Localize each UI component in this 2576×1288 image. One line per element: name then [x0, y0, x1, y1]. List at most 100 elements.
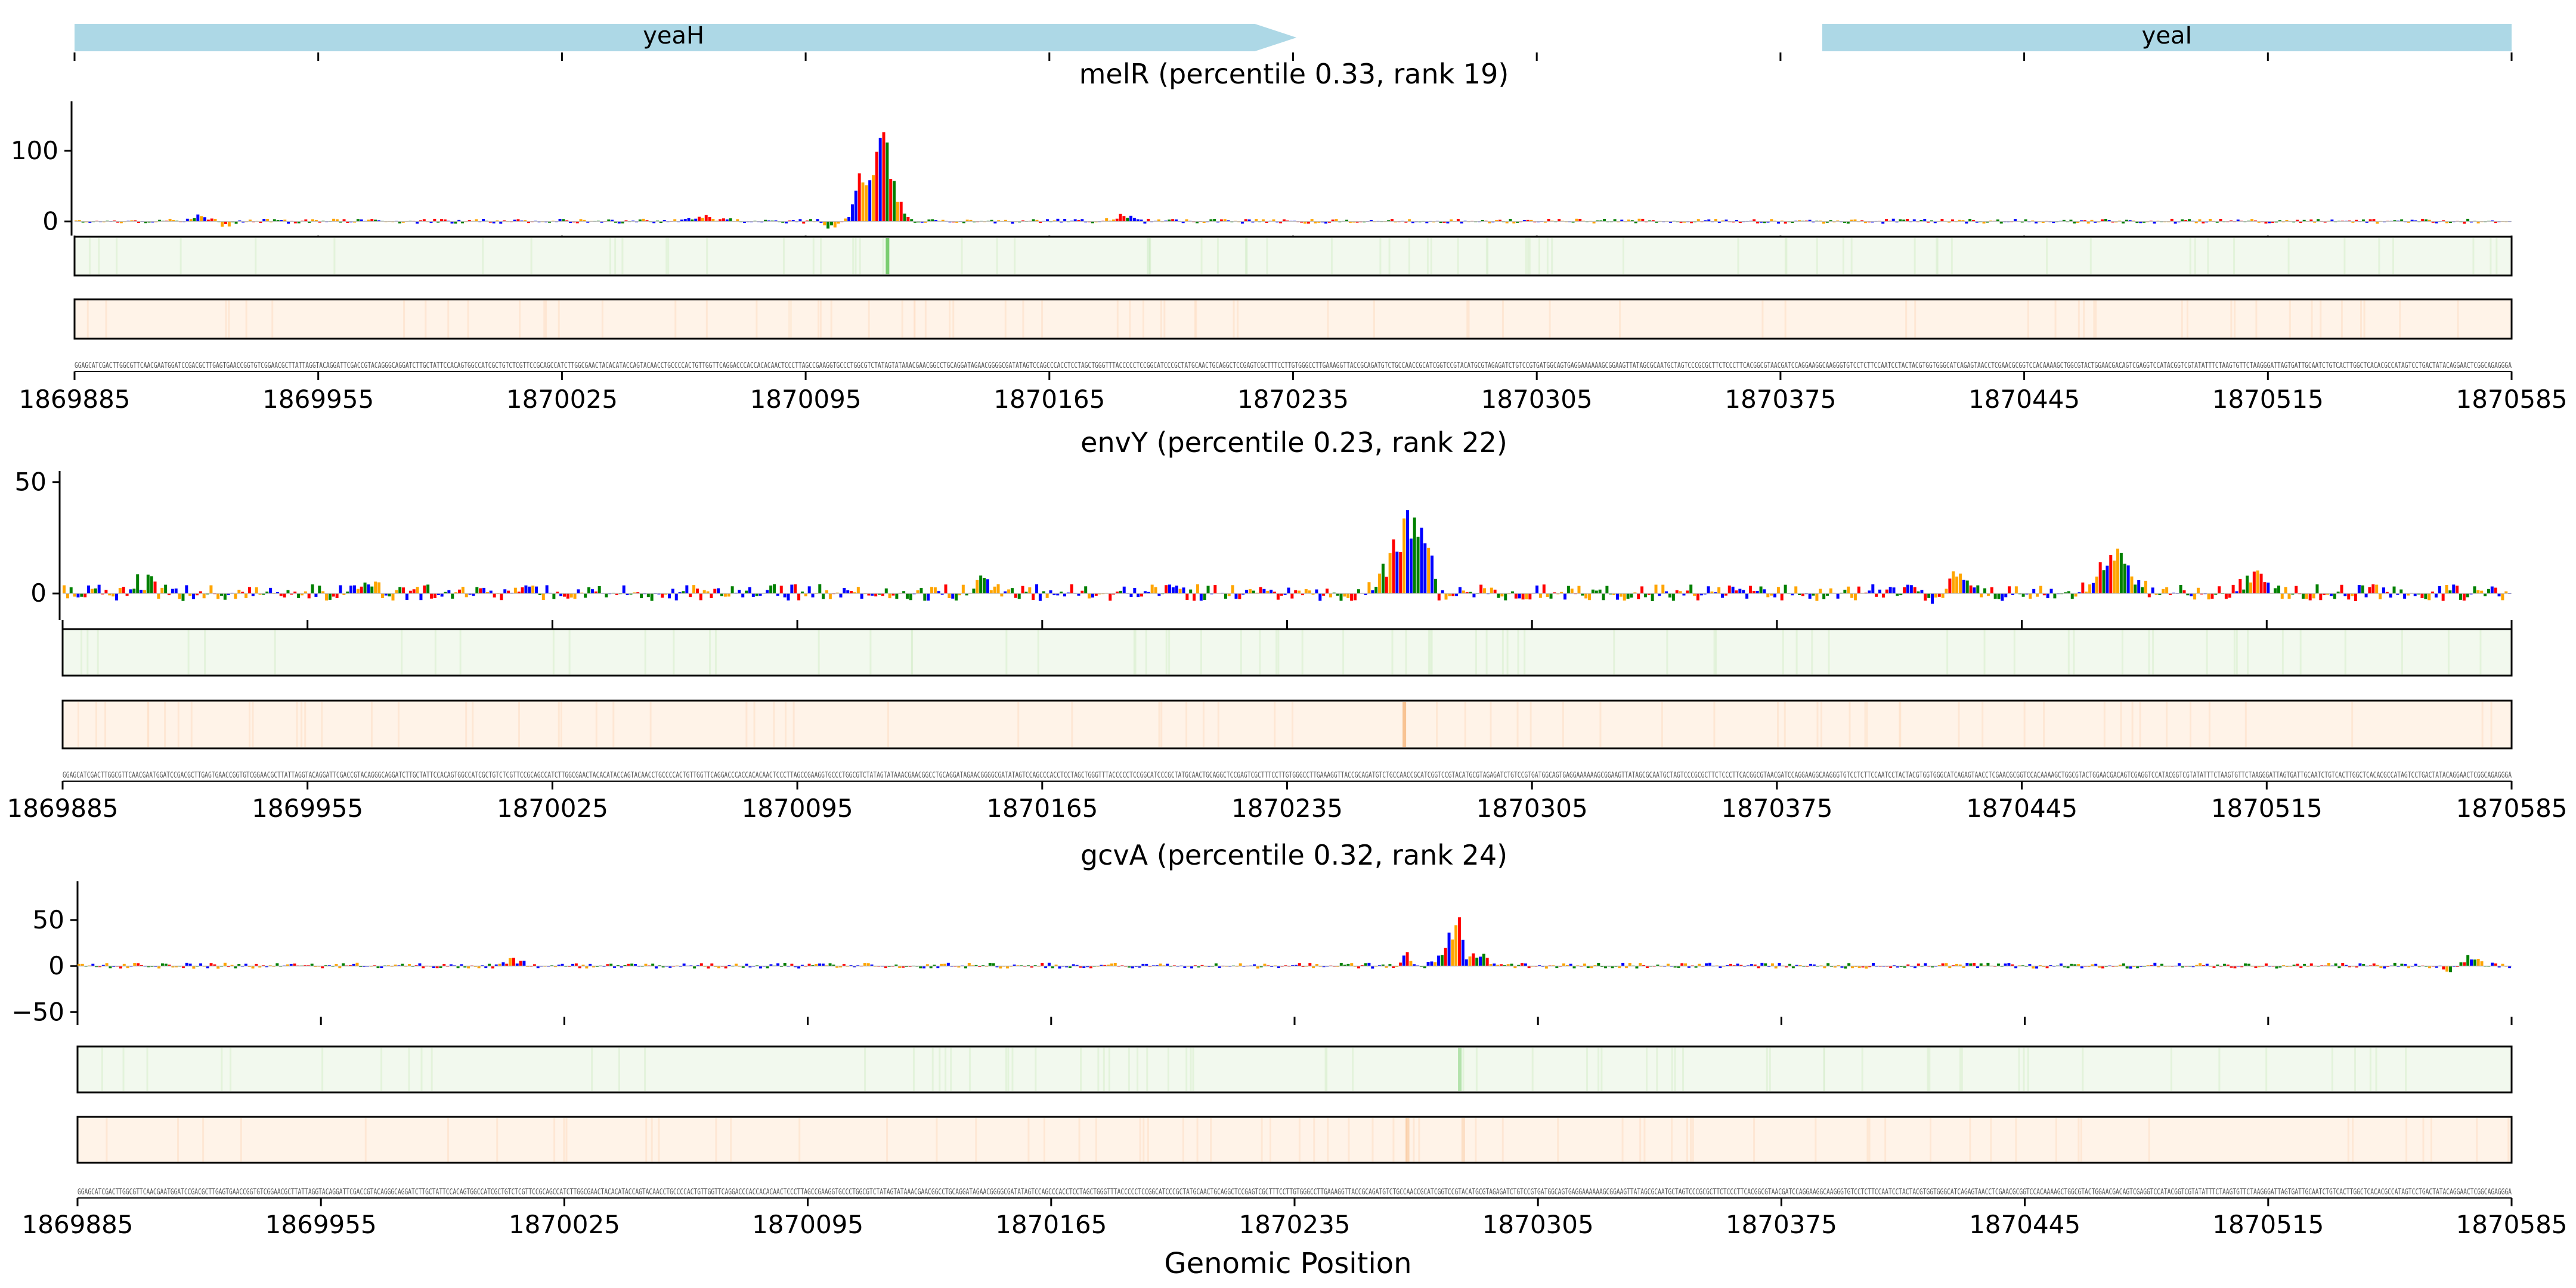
- orange-track-band: [1958, 702, 1960, 747]
- logo-letter: [259, 221, 262, 223]
- logo-letter: [1131, 966, 1134, 968]
- logo-letter: [537, 221, 541, 222]
- logo-letter: [572, 221, 575, 222]
- logo-letter: [1100, 964, 1103, 967]
- logo-letter: [2091, 964, 2094, 967]
- orange-track-band: [1761, 301, 1764, 338]
- logo-letter: [2271, 221, 2275, 224]
- logo-letter: [738, 590, 741, 594]
- logo-letter: [87, 585, 91, 594]
- logo-letter: [1077, 220, 1080, 222]
- logo-letter: [613, 966, 616, 968]
- orange-track-band: [321, 702, 323, 747]
- logo-letter: [856, 965, 860, 967]
- logo-letter: [2494, 221, 2497, 224]
- logo-letter: [430, 593, 434, 599]
- logo-letter: [1729, 964, 1732, 967]
- logo-letter: [1899, 593, 1903, 596]
- logo-letter: [1279, 221, 1283, 224]
- logo-letter: [1885, 219, 1888, 222]
- logo-letter: [1798, 220, 1801, 222]
- logo-letter: [839, 593, 843, 597]
- logo-letter: [109, 966, 112, 968]
- logo-letter: [432, 966, 435, 968]
- green-track-band: [1149, 238, 1151, 274]
- logo-letter: [2407, 966, 2411, 968]
- green-track-band: [1936, 238, 1938, 274]
- logo-letter: [185, 585, 188, 594]
- logo-letter: [1586, 966, 1590, 968]
- logo-letter: [1763, 221, 1766, 224]
- orange-track-band: [1599, 702, 1602, 747]
- green-track-band: [950, 1048, 952, 1091]
- logo-letter: [693, 966, 696, 969]
- logo-letter: [2086, 221, 2090, 224]
- logo-letter: [1571, 221, 1575, 223]
- logo-letter: [957, 966, 961, 968]
- orange-track-band: [1261, 1118, 1263, 1162]
- logo-letter: [1671, 593, 1675, 601]
- logo-letter: [401, 964, 404, 967]
- logo-letter: [209, 585, 213, 594]
- logo-letter: [2210, 593, 2214, 599]
- logo-letter: [2364, 593, 2368, 597]
- orange-track-band: [1753, 1118, 1755, 1162]
- logo-letter: [1931, 593, 1934, 604]
- logo-letter: [955, 593, 958, 601]
- logo-letter: [1075, 964, 1079, 967]
- logo-letter: [1304, 221, 1306, 224]
- logo-letter: [1116, 592, 1119, 594]
- orange-track-band: [1313, 1118, 1315, 1162]
- logo-letter: [1704, 220, 1707, 222]
- logo-letter: [583, 219, 586, 222]
- green-track-band: [420, 1048, 423, 1091]
- green-track-band: [1656, 1048, 1658, 1091]
- logo-letter: [1707, 586, 1710, 594]
- logo-letter: [1196, 584, 1199, 594]
- x-tick-label: 1870585: [2456, 1210, 2567, 1239]
- logo-letter: [2177, 221, 2181, 222]
- orange-track-band: [2481, 702, 2484, 747]
- logo-letter: [2355, 966, 2358, 968]
- logo-letter: [683, 219, 687, 222]
- green-track-band: [221, 1048, 223, 1091]
- logo-letter: [1042, 591, 1045, 594]
- gene-annotation-track: yeaH yeaI: [73, 22, 2513, 61]
- green-track-band: [1167, 1048, 1169, 1091]
- logo-letter: [524, 585, 528, 594]
- logo-letter: [498, 964, 501, 967]
- logo-letter: [1642, 965, 1646, 967]
- logo-letter: [1812, 964, 1816, 967]
- green-track-band: [2496, 238, 2498, 274]
- logo-letter: [154, 221, 158, 222]
- green-track-band: [1185, 1048, 1188, 1091]
- logo-letter: [192, 966, 196, 969]
- logo-letter: [136, 574, 140, 594]
- logo-letter: [594, 591, 597, 594]
- logo-letter: [349, 586, 353, 594]
- green-track-band: [1961, 1048, 1963, 1091]
- logo-letter: [293, 221, 297, 224]
- logo-letter: [247, 587, 251, 594]
- logo-letter: [1647, 593, 1651, 595]
- orange-track-band: [1661, 702, 1663, 747]
- orange-track-band: [2399, 301, 2401, 338]
- orange-track-band: [1549, 301, 1551, 338]
- logo-letter: [828, 593, 832, 599]
- logo-letter: [1327, 221, 1331, 223]
- logo-letter: [818, 963, 822, 967]
- orange-track-band: [1820, 702, 1823, 747]
- logo-letter: [279, 593, 283, 596]
- logo-letter: [1209, 219, 1213, 222]
- logo-letter: [2095, 576, 2098, 594]
- green-track-band: [1128, 1048, 1130, 1091]
- logo-letter: [1183, 966, 1187, 968]
- logo-letter: [766, 966, 769, 968]
- logo-letter: [2330, 219, 2334, 222]
- logo-letter: [2421, 218, 2425, 222]
- orange-track-band: [77, 702, 79, 747]
- logo-letter: [1203, 593, 1206, 600]
- logo-letter: [2267, 582, 2270, 594]
- orange-track-band: [1194, 301, 1196, 338]
- green-track-band: [1766, 1048, 1768, 1091]
